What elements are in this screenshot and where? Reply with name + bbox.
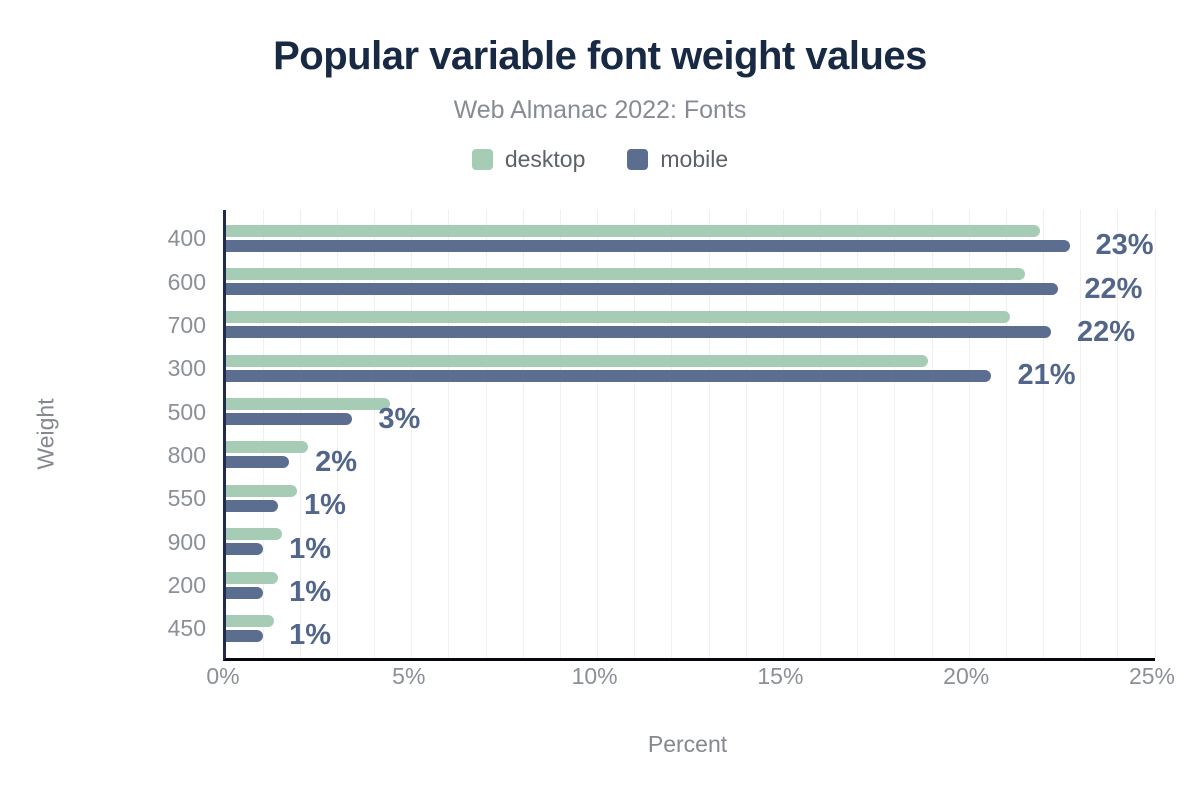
gridline <box>411 210 413 658</box>
desktop-swatch-icon <box>471 149 493 170</box>
y-tick-label: 550 <box>167 485 206 512</box>
desktop-bar <box>226 441 308 454</box>
gridline <box>485 210 487 658</box>
desktop-bar <box>226 528 282 541</box>
bar-value-label: 1% <box>304 489 346 522</box>
desktop-bar <box>226 398 390 411</box>
gridline <box>522 210 524 658</box>
mobile-swatch-icon <box>627 149 649 170</box>
desktop-bar <box>226 268 1025 281</box>
x-axis-title: Percent <box>647 731 728 757</box>
x-tick-label: 15% <box>757 663 804 689</box>
gridline <box>448 210 450 658</box>
desktop-bar <box>226 614 275 627</box>
x-tick-label: 25% <box>1128 663 1176 689</box>
mobile-bar <box>226 629 264 642</box>
bar-value-label: 1% <box>289 532 332 565</box>
gridline <box>931 210 933 658</box>
bar-value-label: 3% <box>378 402 421 435</box>
bar-value-label: 2% <box>315 445 358 478</box>
desktop-bar <box>226 484 297 497</box>
mobile-bar <box>226 369 992 382</box>
desktop-bar <box>226 311 1011 324</box>
desktop-bar <box>226 224 1040 237</box>
legend: desktop mobile <box>0 146 1200 173</box>
x-tick-label: 5% <box>392 663 426 689</box>
x-tick-label: 0% <box>206 663 240 689</box>
gridline <box>1154 210 1156 658</box>
gridline <box>820 210 822 658</box>
gridline <box>1080 210 1082 658</box>
gridline <box>559 210 561 658</box>
x-tick-label: 20% <box>943 663 990 689</box>
gridline <box>597 210 599 658</box>
legend-item-desktop[interactable]: desktop <box>471 146 586 173</box>
gridline <box>1117 210 1119 658</box>
y-axis-title: Weight <box>32 398 59 470</box>
gridline <box>374 210 376 658</box>
y-tick-label: 600 <box>167 268 206 295</box>
mobile-bar <box>226 413 353 426</box>
mobile-bar <box>226 239 1070 252</box>
gridline <box>745 210 747 658</box>
y-tick-label: 500 <box>167 398 206 425</box>
gridline <box>1005 210 1007 658</box>
gridline <box>708 210 710 658</box>
mobile-bar <box>226 283 1059 296</box>
gridline <box>634 210 636 658</box>
chart-subtitle: Web Almanac 2022: Fonts <box>453 96 747 124</box>
bar-value-label: 21% <box>1017 359 1076 392</box>
y-tick-label: 400 <box>167 225 206 252</box>
mobile-bar <box>226 326 1051 339</box>
gridline <box>782 210 784 658</box>
y-tick-label: 900 <box>167 528 206 555</box>
gridline <box>894 210 896 658</box>
y-tick-label: 450 <box>167 615 206 642</box>
bar-value-label: 22% <box>1084 272 1143 305</box>
x-axis-tick-labels: 0% 5% 10% 15% 20% 25% <box>206 663 1175 693</box>
legend-label-desktop: desktop <box>504 146 586 172</box>
desktop-bar <box>226 354 929 367</box>
y-tick-label: 200 <box>167 572 206 598</box>
gridline <box>299 210 301 658</box>
bar-value-label: 1% <box>289 576 332 608</box>
y-tick-label: 300 <box>167 355 206 382</box>
mobile-bar <box>226 586 264 599</box>
desktop-bar <box>226 571 279 584</box>
plot-area: 400 23% 600 22% 700 22% 300 21% 500 3% 800 2% 550 1% 9… <box>168 210 1156 661</box>
gridline <box>968 210 970 658</box>
y-tick-label: 700 <box>167 311 206 338</box>
gridline <box>671 210 673 658</box>
gridline <box>1043 210 1045 658</box>
gridline <box>336 210 338 658</box>
legend-label-mobile: mobile <box>660 146 729 172</box>
bar-value-label: 23% <box>1095 229 1154 262</box>
mobile-bar <box>226 456 290 469</box>
mobile-bar <box>226 499 279 512</box>
chart-title: Popular variable font weight values <box>273 34 927 78</box>
x-tick-label: 10% <box>571 663 618 689</box>
bar-value-label: 1% <box>289 619 332 652</box>
gridline <box>857 210 859 658</box>
y-tick-label: 800 <box>167 441 206 468</box>
mobile-bar <box>226 543 264 556</box>
bar-value-label: 22% <box>1076 315 1135 348</box>
legend-item-mobile[interactable]: mobile <box>627 146 728 173</box>
gridline <box>262 210 264 658</box>
